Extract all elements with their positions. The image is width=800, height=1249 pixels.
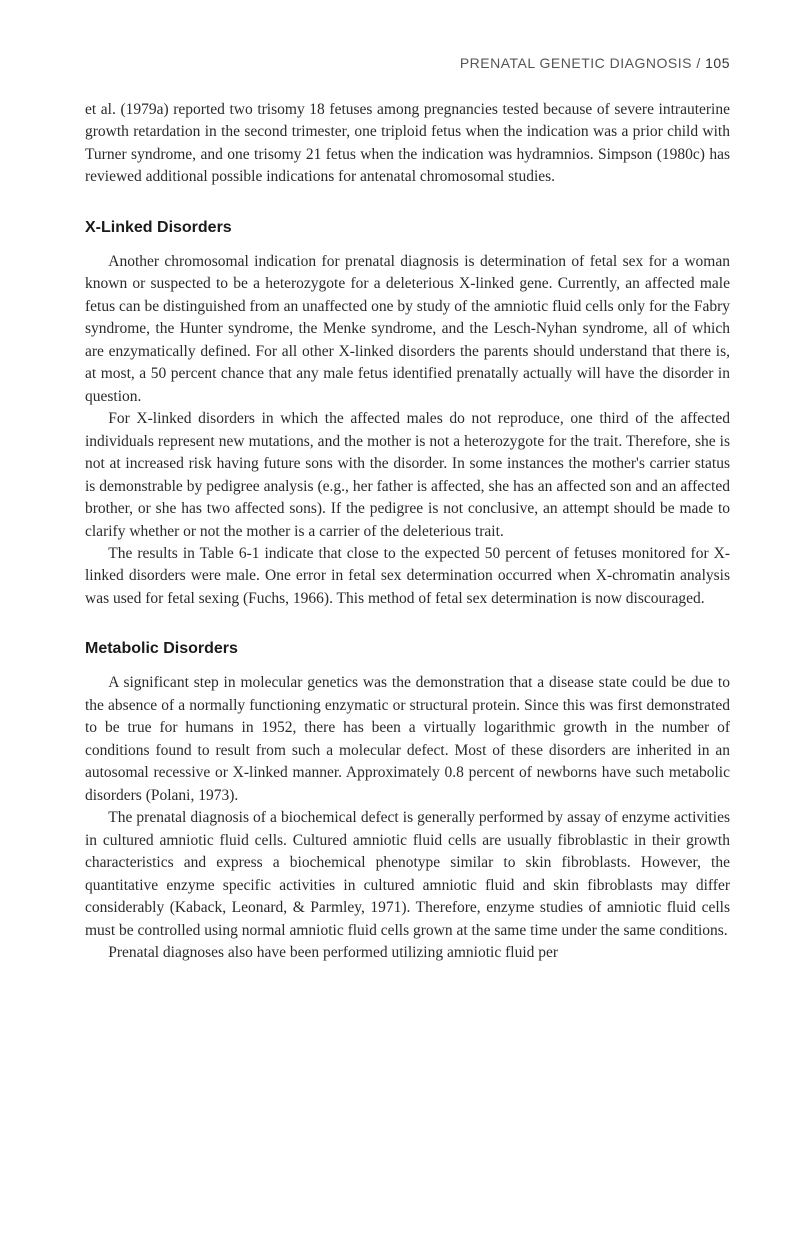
metabolic-paragraph-1: A significant step in molecular genetics… <box>85 672 730 807</box>
intro-section: et al. (1979a) reported two trisomy 18 f… <box>85 99 730 189</box>
metabolic-paragraph-2: The prenatal diagnosis of a biochemical … <box>85 807 730 942</box>
page-header: PRENATAL GENETIC DIAGNOSIS / 105 <box>85 55 730 71</box>
xlinked-section: Another chromosomal indication for prena… <box>85 251 730 611</box>
page-number: 105 <box>705 55 730 71</box>
header-separator: / <box>692 55 705 71</box>
xlinked-paragraph-3: The results in Table 6-1 indicate that c… <box>85 543 730 610</box>
section-heading-metabolic: Metabolic Disorders <box>85 640 730 658</box>
xlinked-paragraph-1: Another chromosomal indication for prena… <box>85 251 730 408</box>
metabolic-paragraph-3: Prenatal diagnoses also have been perfor… <box>85 942 730 964</box>
xlinked-paragraph-2: For X-linked disorders in which the affe… <box>85 408 730 543</box>
intro-paragraph: et al. (1979a) reported two trisomy 18 f… <box>85 99 730 189</box>
section-heading-xlinked: X-Linked Disorders <box>85 219 730 237</box>
header-title: PRENATAL GENETIC DIAGNOSIS <box>460 55 692 71</box>
metabolic-section: A significant step in molecular genetics… <box>85 672 730 964</box>
